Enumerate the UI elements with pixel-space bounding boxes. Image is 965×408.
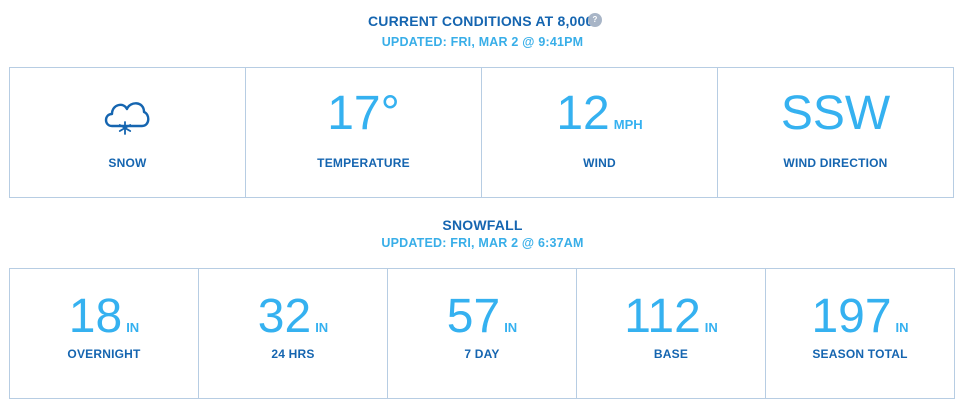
wind-direction-cell: SSW WIND DIRECTION xyxy=(717,67,954,198)
snowfall-label: SEASON TOTAL xyxy=(812,347,908,361)
snowfall-base-cell: 112 IN BASE xyxy=(576,268,766,399)
temperature-value: 17° xyxy=(327,87,400,140)
help-icon[interactable]: ? xyxy=(588,13,602,27)
snowfall-row: 18 IN OVERNIGHT 32 IN 24 HRS 57 IN 7 DAY 11… xyxy=(9,268,955,399)
weather-label: SNOW xyxy=(108,156,147,170)
conditions-row: SNOW 17° TEMPERATURE 12 MPH WIND SSW WIND… xyxy=(9,67,954,198)
conditions-updated: UPDATED: FRI, MAR 2 @ 9:41PM xyxy=(381,35,584,49)
temperature-cell: 17° TEMPERATURE xyxy=(245,67,482,198)
snowfall-value: 197 xyxy=(811,290,892,343)
wind-unit: MPH xyxy=(613,117,643,132)
snowfall-24hrs-cell: 32 IN 24 HRS xyxy=(198,268,388,399)
conditions-title: CURRENT CONDITIONS AT 8,000' xyxy=(367,13,598,29)
wind-direction-value: SSW xyxy=(780,87,891,140)
snowfall-label: BASE xyxy=(653,347,689,361)
snowfall-unit: IN xyxy=(504,320,518,335)
snowfall-label: OVERNIGHT xyxy=(67,347,141,361)
snow-cloud-icon xyxy=(98,92,158,140)
snowfall-unit: IN xyxy=(895,320,909,335)
snowfall-overnight-cell: 18 IN OVERNIGHT xyxy=(9,268,199,399)
snowfall-updated: UPDATED: FRI, MAR 2 @ 6:37AM xyxy=(381,236,584,250)
weather-cell: SNOW xyxy=(9,67,246,198)
wind-label: WIND xyxy=(583,156,616,170)
snowfall-label: 7 DAY xyxy=(464,347,500,361)
snowfall-value: 18 xyxy=(68,290,123,343)
snowfall-unit: IN xyxy=(315,320,329,335)
wind-cell: 12 MPH WIND xyxy=(481,67,718,198)
snowfall-unit: IN xyxy=(704,320,718,335)
snowfall-title: SNOWFALL xyxy=(442,217,523,233)
snowfall-unit: IN xyxy=(126,320,140,335)
wind-direction-label: WIND DIRECTION xyxy=(783,156,888,170)
temperature-label: TEMPERATURE xyxy=(317,156,410,170)
snowfall-7day-cell: 57 IN 7 DAY xyxy=(387,268,577,399)
wind-value-group: 12 MPH xyxy=(556,90,642,138)
snowfall-value: 32 xyxy=(257,290,312,343)
snowfall-value: 57 xyxy=(446,290,501,343)
wind-value: 12 xyxy=(556,87,610,140)
snowfall-season-total-cell: 197 IN SEASON TOTAL xyxy=(765,268,955,399)
snowfall-label: 24 HRS xyxy=(271,347,315,361)
snowfall-value: 112 xyxy=(624,290,701,343)
